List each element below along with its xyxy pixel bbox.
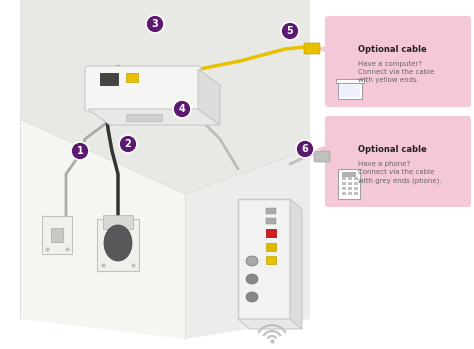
Polygon shape	[20, 0, 310, 194]
Ellipse shape	[246, 292, 258, 302]
Bar	[342, 187, 346, 190]
Bar	[342, 177, 346, 180]
Bar	[342, 192, 346, 195]
Bar	[342, 182, 346, 185]
Text: 6: 6	[301, 144, 309, 154]
Text: 4: 4	[179, 104, 185, 114]
Ellipse shape	[246, 256, 258, 266]
Polygon shape	[20, 119, 185, 339]
Text: Have a computer?
Connect via the cable
with yellow ends.: Have a computer? Connect via the cable w…	[358, 61, 434, 83]
Circle shape	[173, 100, 191, 118]
Bar	[354, 177, 358, 180]
Bar	[348, 187, 352, 190]
Polygon shape	[30, 0, 310, 149]
Bar	[126, 73, 138, 82]
Bar	[266, 256, 276, 264]
Bar	[348, 182, 352, 185]
Text: 5: 5	[287, 26, 293, 36]
FancyBboxPatch shape	[325, 16, 471, 107]
Polygon shape	[88, 109, 220, 125]
Bar	[266, 208, 276, 214]
Text: Have a phone?
Connect via the cable
with grey ends (phone).: Have a phone? Connect via the cable with…	[358, 161, 442, 184]
Bar	[354, 192, 358, 195]
Bar	[51, 228, 63, 242]
Circle shape	[119, 135, 137, 153]
Polygon shape	[185, 149, 310, 339]
Bar	[238, 199, 290, 319]
Bar	[266, 229, 276, 237]
Bar	[348, 192, 352, 195]
Bar	[340, 85, 360, 97]
Bar	[338, 83, 362, 99]
Polygon shape	[316, 145, 328, 153]
Bar	[126, 114, 162, 121]
Circle shape	[281, 22, 299, 40]
FancyBboxPatch shape	[85, 66, 201, 112]
Polygon shape	[198, 69, 220, 125]
FancyBboxPatch shape	[325, 116, 471, 207]
Text: Optional cable: Optional cable	[358, 144, 427, 154]
Bar	[100, 73, 118, 85]
Circle shape	[146, 15, 164, 33]
Bar	[342, 172, 356, 177]
Polygon shape	[42, 216, 72, 254]
Text: Optional cable: Optional cable	[358, 45, 427, 53]
Ellipse shape	[104, 225, 132, 261]
Circle shape	[71, 142, 89, 160]
Bar	[338, 169, 360, 199]
Ellipse shape	[246, 274, 258, 284]
FancyBboxPatch shape	[314, 151, 330, 162]
Bar	[336, 79, 364, 83]
Polygon shape	[290, 199, 302, 329]
Circle shape	[296, 140, 314, 158]
Bar	[266, 218, 276, 224]
Polygon shape	[238, 319, 302, 329]
Bar	[348, 177, 352, 180]
FancyBboxPatch shape	[304, 43, 320, 54]
Polygon shape	[97, 219, 139, 271]
Bar	[354, 187, 358, 190]
Polygon shape	[316, 45, 328, 53]
Text: 3: 3	[152, 19, 158, 29]
Text: 2: 2	[125, 139, 131, 149]
Text: 1: 1	[77, 146, 83, 156]
Bar	[354, 182, 358, 185]
Bar	[103, 215, 133, 229]
Bar	[266, 243, 276, 251]
